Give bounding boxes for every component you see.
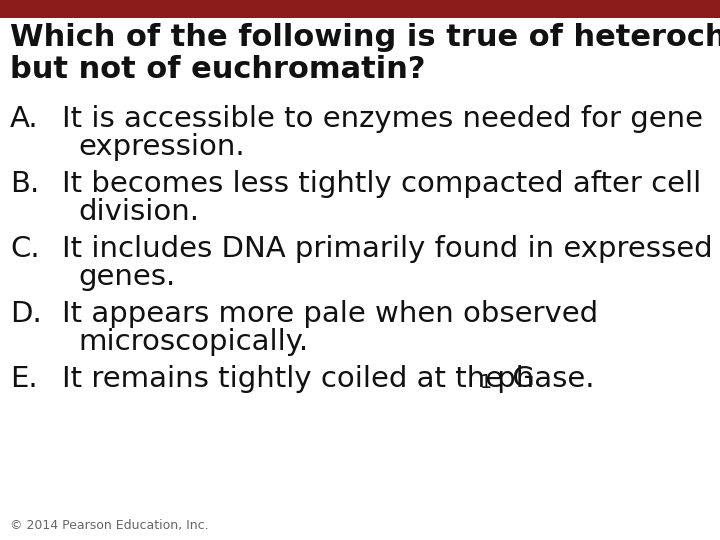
Text: It includes DNA primarily found in expressed: It includes DNA primarily found in expre… [62, 235, 713, 263]
Text: genes.: genes. [78, 264, 175, 292]
Text: A.: A. [10, 105, 39, 133]
Text: © 2014 Pearson Education, Inc.: © 2014 Pearson Education, Inc. [10, 519, 209, 532]
Text: 1: 1 [480, 373, 492, 392]
Text: expression.: expression. [78, 133, 245, 161]
Text: C.: C. [10, 235, 40, 263]
Text: but not of euchromatin?: but not of euchromatin? [10, 55, 426, 84]
Text: microscopically.: microscopically. [78, 328, 308, 356]
Text: It is accessible to enzymes needed for gene: It is accessible to enzymes needed for g… [62, 105, 703, 133]
Text: B.: B. [10, 170, 40, 198]
Bar [0, 0, 720, 18]
Text: It remains tightly coiled at the G: It remains tightly coiled at the G [62, 365, 535, 393]
Text: It becomes less tightly compacted after cell: It becomes less tightly compacted after … [62, 170, 701, 198]
Text: D.: D. [10, 300, 42, 328]
Text: E.: E. [10, 365, 37, 393]
Text: It appears more pale when observed: It appears more pale when observed [62, 300, 598, 328]
Text: division.: division. [78, 198, 199, 226]
Text: phase.: phase. [487, 365, 594, 393]
Text: Which of the following is true of heterochromatin: Which of the following is true of hetero… [10, 23, 720, 52]
